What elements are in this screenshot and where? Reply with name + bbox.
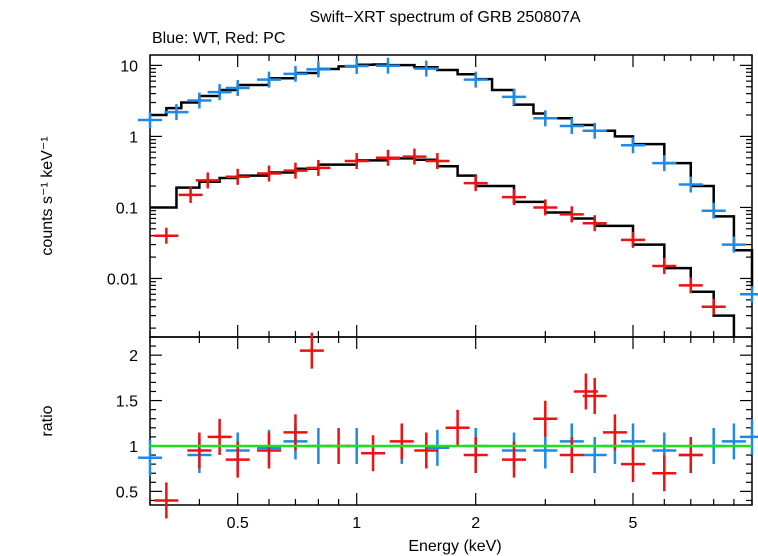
pc-data-point (425, 153, 450, 170)
y-tick-label: 0.01 (107, 271, 138, 288)
wt-data-point (533, 110, 558, 127)
pc-data-point (207, 418, 232, 455)
pc-data-point (299, 332, 324, 369)
pc-data-point (463, 437, 488, 474)
wt-data-point (164, 104, 189, 121)
x-tick-label: 5 (629, 515, 638, 532)
pc-data-point (582, 215, 607, 232)
wt-data-point (306, 61, 331, 78)
ratio-y-tick-labels: 0.5 1 1.5 2 (116, 348, 138, 501)
pc-data-point (402, 148, 427, 165)
wt-data-point (721, 423, 746, 460)
pc-data-point (389, 423, 414, 460)
pc-data-point (620, 446, 646, 483)
wt-data-point (375, 57, 401, 74)
pc-data-point (445, 409, 470, 446)
pc-data-point (582, 378, 607, 415)
wt-data-point (137, 112, 163, 129)
pc-data-point (306, 159, 331, 176)
pc-data-point (154, 227, 179, 244)
wt-data-point (678, 176, 703, 193)
pc-data-point (701, 298, 726, 315)
pc-data-point (501, 441, 527, 478)
spectrum-y-tick-labels: 0.01 0.1 1 10 (107, 58, 138, 288)
wt-data-point (620, 137, 646, 154)
wt-data-point (652, 155, 677, 172)
wt-data-point (207, 84, 232, 101)
wt-data-point (501, 88, 527, 105)
pc-data-point (344, 153, 369, 170)
pc-data-point (195, 172, 220, 189)
pc-data-point (256, 165, 282, 182)
spectrum-axis-ticks (149, 55, 753, 337)
pc-data-point (256, 432, 282, 469)
pc-data-point (225, 441, 250, 478)
wt-data-point (225, 80, 250, 97)
pc-data-point (283, 414, 308, 451)
wt-data-point (256, 71, 282, 88)
pc-data-point (463, 175, 488, 192)
pc-data-point (652, 257, 677, 274)
pc-data-point (501, 189, 527, 206)
wt-data-point (533, 432, 558, 469)
spectrum-frame (149, 54, 753, 338)
pc-data-point (375, 149, 401, 166)
chart-subtitle: Blue: WT, Red: PC (152, 30, 285, 47)
ratio-points-group (137, 332, 758, 519)
wt-data-point (283, 65, 308, 82)
pc-data-point (414, 432, 439, 469)
spectrum-panel: 0.01 0.1 1 10 counts s⁻¹ keV⁻¹ (39, 54, 758, 338)
x-axis-label: Energy (keV) (408, 538, 501, 555)
wt-data-point (739, 286, 758, 303)
x-tick-label: 1 (352, 515, 361, 532)
pc-data-point (559, 206, 584, 223)
pc-data-point (361, 435, 386, 472)
wt-data-point (344, 58, 369, 75)
ratio-y-axis-label: ratio (39, 405, 56, 436)
pc-data-point (283, 162, 308, 179)
pc-model-line (150, 157, 736, 337)
pc-data-point (678, 437, 703, 474)
spectrum-y-axis-label: counts s⁻¹ keV⁻¹ (39, 136, 56, 255)
y-tick-label: 10 (120, 58, 138, 75)
chart-title: Swift−XRT spectrum of GRB 250807A (309, 9, 580, 26)
wt-data-point (582, 437, 607, 474)
x-tick-label: 0.5 (227, 515, 249, 532)
pc-data-point (225, 168, 250, 185)
pc-data-point (533, 199, 558, 216)
x-tick-label: 2 (471, 515, 480, 532)
wt-data-point (582, 122, 607, 139)
ratio-axis-ticks (149, 336, 753, 505)
pc-data-point (620, 231, 646, 248)
pc-data-point (559, 437, 584, 474)
wt-data-point (559, 118, 584, 135)
wt-data-point (187, 92, 212, 109)
pc-data-point (154, 482, 179, 519)
y-tick-label: 0.1 (116, 200, 138, 217)
wt-data-point (425, 429, 450, 466)
y-tick-label: 0.5 (116, 484, 138, 501)
pc-data-point (678, 277, 703, 294)
wt-data-point (721, 236, 746, 253)
pc-data-point (652, 455, 677, 492)
wt-data-point (463, 71, 488, 88)
ratio-panel: 0.5 1 1.5 2 ratio (39, 332, 758, 519)
y-tick-label: 1 (129, 439, 138, 456)
pc-data-point (178, 186, 203, 203)
pc-data-point (602, 414, 627, 451)
y-tick-label: 1.5 (116, 394, 138, 411)
x-tick-labels: 0.5 1 2 5 (227, 515, 638, 532)
y-tick-label: 2 (129, 348, 138, 365)
wt-data-point (701, 202, 726, 219)
pc-data-point (533, 400, 558, 437)
spectrum-points-group (137, 57, 758, 315)
spectrum-model-group (150, 63, 754, 337)
ratio-frame (149, 336, 753, 506)
wt-data-point (414, 60, 439, 77)
pc-data-point (187, 432, 212, 469)
y-tick-label: 1 (129, 129, 138, 146)
wt-data-point (739, 418, 758, 455)
